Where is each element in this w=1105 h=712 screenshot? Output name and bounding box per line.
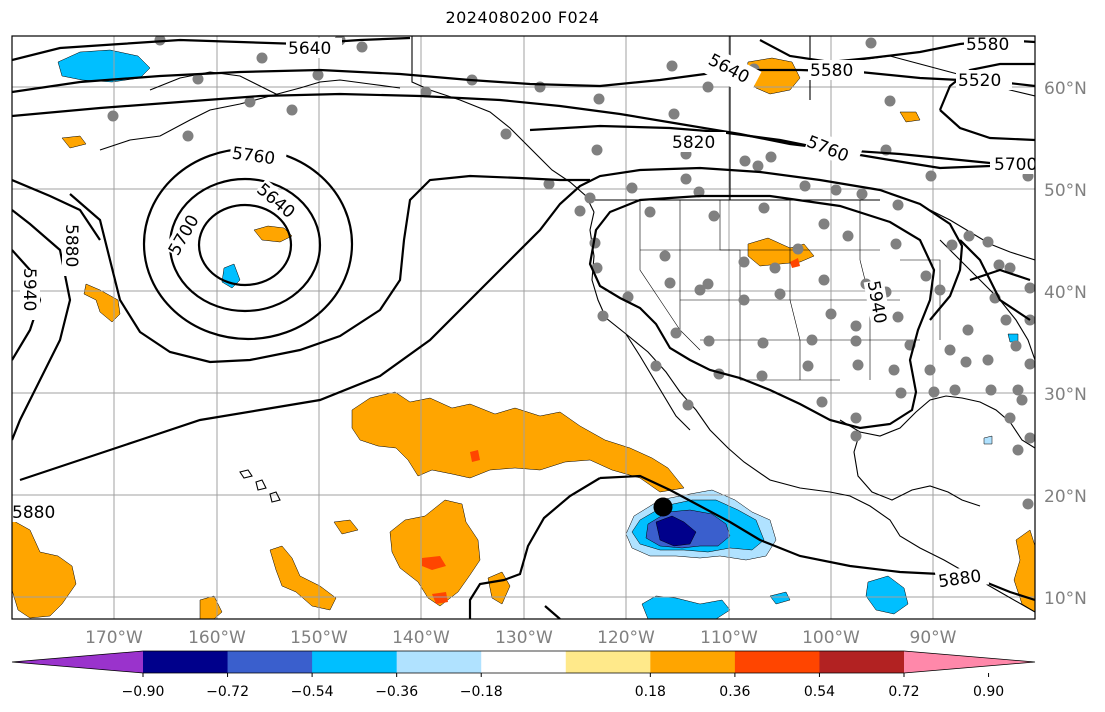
colorbar-tick-label: −0.54 — [291, 684, 334, 700]
colorbar-tick-label: −0.90 — [122, 684, 165, 700]
contour-label-5580: 5580 — [810, 61, 853, 81]
contour-label-5880: 5880 — [12, 503, 55, 523]
colorbar: −0.90 −0.72 −0.54 −0.36 −0.18 0.18 0.36 0.54 0.7… — [11, 650, 1036, 700]
colorbar-tick-label: 0.72 — [888, 684, 919, 700]
colorbar-bin — [396, 651, 482, 673]
contour-label-5640: 5640 — [288, 39, 331, 59]
lat-label-20n: 20°N — [1044, 487, 1087, 507]
colorbar-tick-label: −0.72 — [206, 684, 249, 700]
storm-marker — [653, 497, 673, 517]
gridlines — [12, 36, 1035, 619]
colorbar-bin — [481, 651, 567, 673]
colorbar-bin — [565, 651, 651, 673]
map-border — [11, 35, 1036, 620]
lon-label-90w: 90°W — [910, 628, 957, 648]
latitude-labels: 60°N 50°N 40°N 30°N 20°N 10°N — [1044, 79, 1087, 609]
colorbar-tick-label: 0.18 — [635, 684, 666, 700]
contour-label-5700: 5700 — [994, 155, 1037, 175]
colorbar-extend-high — [904, 651, 1035, 673]
lat-label-10n: 10°N — [1044, 589, 1087, 609]
colorbar-tick-label: 0.54 — [804, 684, 835, 700]
lon-label-130w: 130°W — [495, 628, 553, 648]
lon-label-170w: 170°W — [85, 628, 143, 648]
map-title: 2024080200 F024 — [445, 8, 600, 27]
strong-positive-anomaly-regions — [422, 258, 800, 604]
colorbar-tick-label: 0.90 — [973, 684, 1004, 700]
colorbar-bin — [143, 651, 229, 673]
lon-label-140w: 140°W — [392, 628, 450, 648]
contour-label-5580: 5580 — [966, 35, 1009, 55]
colorbar-tick-label: 0.36 — [719, 684, 750, 700]
lat-label-50n: 50°N — [1044, 181, 1087, 201]
longitude-labels: 170°W 160°W 150°W 140°W 130°W 120°W 110°… — [85, 628, 957, 648]
contour-label-5880: 5880 — [61, 224, 81, 267]
colorbar-extend-low — [12, 651, 143, 673]
colorbar-tick-label: −0.36 — [375, 684, 418, 700]
colorbar-bin — [650, 651, 736, 673]
lon-label-120w: 120°W — [597, 628, 655, 648]
contour-label-5820: 5820 — [672, 133, 715, 153]
lat-label-40n: 40°N — [1044, 283, 1087, 303]
contour-label-5940: 5940 — [19, 268, 39, 311]
colorbar-bin — [819, 651, 905, 673]
lon-label-160w: 160°W — [188, 628, 246, 648]
colorbar-bin — [227, 651, 313, 673]
lon-label-100w: 100°W — [802, 628, 860, 648]
contour-label-5520: 5520 — [958, 71, 1001, 91]
colorbar-tick-label: −0.18 — [460, 684, 503, 700]
lat-label-30n: 30°N — [1044, 385, 1087, 405]
lon-label-150w: 150°W — [290, 628, 348, 648]
colorbar-bin — [312, 651, 398, 673]
colorbar-bin — [734, 651, 820, 673]
lat-label-60n: 60°N — [1044, 79, 1087, 99]
lon-label-110w: 110°W — [700, 628, 758, 648]
